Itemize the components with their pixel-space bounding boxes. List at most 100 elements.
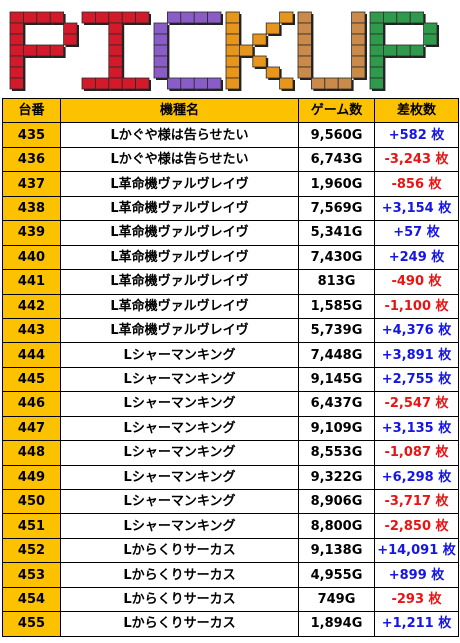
coin-difference-cell: -490 枚 [374, 269, 459, 295]
table-row: 453 Lからくりサーカス 4,955G +899 枚 [2, 562, 459, 588]
model-name-cell: L革命機ヴァルヴレイヴ [60, 317, 299, 344]
model-name-cell: Lからくりサーカス [60, 611, 299, 637]
game-count-cell: 9,560G [298, 122, 375, 148]
table-row: 442 L革命機ヴァルヴレイヴ 1,585G -1,100 枚 [2, 293, 459, 319]
game-count-cell: 7,569G [298, 195, 375, 222]
coin-difference-cell: +3,135 枚 [374, 415, 459, 442]
pickup-logo [9, 11, 439, 91]
game-count-cell: 8,906G [298, 488, 375, 515]
header-machine-number: 台番 [2, 97, 61, 124]
coin-difference-cell: -2,850 枚 [374, 513, 459, 539]
game-count-cell: 5,739G [298, 317, 375, 344]
table-row: 448 Lシャーマンキング 8,553G -1,087 枚 [2, 440, 459, 466]
table-header-row: 台番 機種名 ゲーム数 差枚数 [2, 97, 459, 124]
coin-difference-cell: +249 枚 [374, 244, 459, 271]
model-name-cell: Lからくりサーカス [60, 586, 299, 613]
machine-number-cell: 441 [2, 269, 61, 295]
machine-number-cell: 454 [2, 586, 61, 613]
pickup-table: 台番 機種名 ゲーム数 差枚数 435 Lかぐや様は告らせたい 9,560G +582… [2, 97, 459, 637]
model-name-cell: L革命機ヴァルヴレイヴ [60, 220, 299, 246]
table-row: 435 Lかぐや様は告らせたい 9,560G +582 枚 [2, 122, 459, 148]
table-row: 450 Lシャーマンキング 8,906G -3,717 枚 [2, 488, 459, 515]
logo-letter-p [9, 11, 79, 91]
game-count-cell: 1,585G [298, 293, 375, 319]
machine-number-cell: 439 [2, 220, 61, 246]
model-name-cell: L革命機ヴァルヴレイヴ [60, 171, 299, 197]
model-name-cell: L革命機ヴァルヴレイヴ [60, 244, 299, 271]
machine-number-cell: 445 [2, 366, 61, 393]
machine-number-cell: 455 [2, 611, 61, 637]
coin-difference-cell: +6,298 枚 [374, 464, 459, 491]
pickup-banner [0, 0, 460, 98]
coin-difference-cell: -1,100 枚 [374, 293, 459, 319]
game-count-cell: 7,430G [298, 244, 375, 271]
logo-letter-i [81, 11, 151, 91]
table-row: 454 Lからくりサーカス 749G -293 枚 [2, 586, 459, 613]
table-row: 445 Lシャーマンキング 9,145G +2,755 枚 [2, 366, 459, 393]
header-model-name: 機種名 [60, 97, 299, 124]
game-count-cell: 9,138G [298, 537, 375, 564]
table-row: 443 L革命機ヴァルヴレイヴ 5,739G +4,376 枚 [2, 317, 459, 344]
table-row: 440 L革命機ヴァルヴレイヴ 7,430G +249 枚 [2, 244, 459, 271]
machine-number-cell: 449 [2, 464, 61, 491]
machine-number-cell: 448 [2, 440, 61, 466]
coin-difference-cell: +582 枚 [374, 122, 459, 148]
game-count-cell: 9,109G [298, 415, 375, 442]
logo-letter-k [225, 11, 295, 91]
coin-difference-cell: +3,891 枚 [374, 342, 459, 368]
game-count-cell: 1,894G [298, 611, 375, 637]
game-count-cell: 749G [298, 586, 375, 613]
coin-difference-cell: -856 枚 [374, 171, 459, 197]
header-game-count: ゲーム数 [298, 97, 375, 124]
model-name-cell: Lシャーマンキング [60, 513, 299, 539]
game-count-cell: 6,437G [298, 391, 375, 417]
table-row: 449 Lシャーマンキング 9,322G +6,298 枚 [2, 464, 459, 491]
machine-number-cell: 435 [2, 122, 61, 148]
table-row: 436 Lかぐや様は告らせたい 6,743G -3,243 枚 [2, 146, 459, 173]
model-name-cell: Lシャーマンキング [60, 464, 299, 491]
game-count-cell: 8,553G [298, 440, 375, 466]
coin-difference-cell: +899 枚 [374, 562, 459, 588]
machine-number-cell: 451 [2, 513, 61, 539]
coin-difference-cell: +57 枚 [374, 220, 459, 246]
model-name-cell: Lシャーマンキング [60, 440, 299, 466]
logo-letter-c [153, 11, 223, 91]
model-name-cell: L革命機ヴァルヴレイヴ [60, 195, 299, 222]
game-count-cell: 813G [298, 269, 375, 295]
table-row: 441 L革命機ヴァルヴレイヴ 813G -490 枚 [2, 269, 459, 295]
machine-number-cell: 446 [2, 391, 61, 417]
table-row: 452 Lからくりサーカス 9,138G +14,091 枚 [2, 537, 459, 564]
table-row: 447 Lシャーマンキング 9,109G +3,135 枚 [2, 415, 459, 442]
game-count-cell: 1,960G [298, 171, 375, 197]
game-count-cell: 4,955G [298, 562, 375, 588]
logo-letter-u [297, 11, 367, 91]
model-name-cell: Lからくりサーカス [60, 562, 299, 588]
table-row: 437 L革命機ヴァルヴレイヴ 1,960G -856 枚 [2, 171, 459, 197]
machine-number-cell: 443 [2, 317, 61, 344]
machine-number-cell: 444 [2, 342, 61, 368]
coin-difference-cell: -3,717 枚 [374, 488, 459, 515]
model-name-cell: L革命機ヴァルヴレイヴ [60, 269, 299, 295]
coin-difference-cell: +2,755 枚 [374, 366, 459, 393]
machine-number-cell: 447 [2, 415, 61, 442]
table-row: 451 Lシャーマンキング 8,800G -2,850 枚 [2, 513, 459, 539]
header-coin-difference: 差枚数 [374, 97, 459, 124]
coin-difference-cell: +14,091 枚 [374, 537, 459, 564]
game-count-cell: 8,800G [298, 513, 375, 539]
coin-difference-cell: -293 枚 [374, 586, 459, 613]
game-count-cell: 9,145G [298, 366, 375, 393]
coin-difference-cell: -3,243 枚 [374, 146, 459, 173]
machine-number-cell: 453 [2, 562, 61, 588]
model-name-cell: Lかぐや様は告らせたい [60, 122, 299, 148]
model-name-cell: Lシャーマンキング [60, 342, 299, 368]
coin-difference-cell: -2,547 枚 [374, 391, 459, 417]
game-count-cell: 5,341G [298, 220, 375, 246]
model-name-cell: Lシャーマンキング [60, 391, 299, 417]
coin-difference-cell: +4,376 枚 [374, 317, 459, 344]
table-row: 446 Lシャーマンキング 6,437G -2,547 枚 [2, 391, 459, 417]
machine-number-cell: 452 [2, 537, 61, 564]
game-count-cell: 7,448G [298, 342, 375, 368]
coin-difference-cell: -1,087 枚 [374, 440, 459, 466]
machine-number-cell: 437 [2, 171, 61, 197]
table-row: 444 Lシャーマンキング 7,448G +3,891 枚 [2, 342, 459, 368]
